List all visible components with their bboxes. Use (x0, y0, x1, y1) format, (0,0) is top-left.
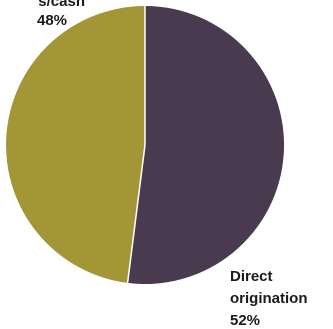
slice-divider-bottom (126, 144, 146, 283)
slice-label-direct-origination: Direct origination 52% (230, 268, 308, 329)
pie-slice-s-cash (6, 6, 146, 283)
slice-label-s-cash: s/cash 48% (37, 0, 85, 29)
slice-label-direct-origination-line1: Direct (230, 268, 273, 285)
slice-label-s-cash-value: 48% (37, 12, 67, 29)
slice-label-direct-origination-line2: origination (230, 290, 308, 307)
pie-slice-direct-origination (127, 5, 285, 284)
pie-slices (6, 5, 285, 284)
slice-label-s-cash-name: s/cash (38, 0, 85, 10)
slice-label-direct-origination-value: 52% (230, 312, 260, 329)
